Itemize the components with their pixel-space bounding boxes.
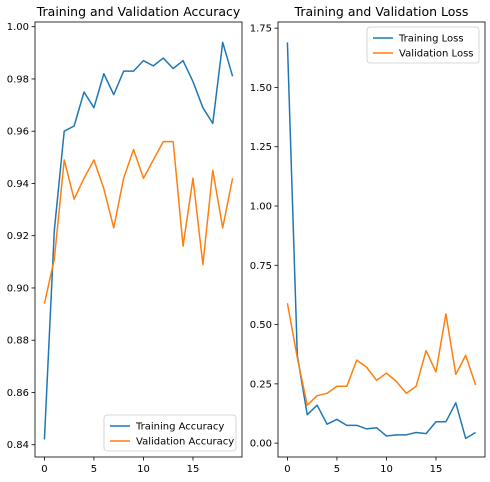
x-tick-label: 0 bbox=[41, 464, 47, 475]
series-line-training-accuracy bbox=[43, 41, 234, 440]
y-tick-label: 0.86 bbox=[7, 388, 29, 399]
y-tick-label: 0.96 bbox=[7, 127, 29, 138]
x-tick-label: 15 bbox=[187, 464, 200, 475]
legend-label: Training Accuracy bbox=[135, 422, 224, 433]
x-tick-label: 5 bbox=[91, 464, 97, 475]
y-tick-label: 0.94 bbox=[7, 179, 29, 190]
legend-box bbox=[366, 26, 480, 64]
y-tick-label: 1.00 bbox=[250, 202, 272, 213]
chart-panel-1: Training and Validation Accuracy 0 5 10 15 0.… bbox=[7, 4, 243, 475]
y-tick-label: 0.00 bbox=[250, 439, 272, 450]
y-tick-label: 0.90 bbox=[7, 283, 29, 294]
x-tick-label: 10 bbox=[380, 464, 393, 475]
series-line-validation-accuracy bbox=[43, 140, 234, 304]
x-tick-label: 5 bbox=[334, 464, 340, 475]
legend-box bbox=[103, 414, 237, 452]
legend: Training Loss Validation Loss bbox=[366, 26, 480, 64]
legend-label: Training Loss bbox=[398, 34, 464, 45]
x-tick-label: 10 bbox=[137, 464, 150, 475]
legend: Training Accuracy Validation Accuracy bbox=[103, 414, 237, 452]
y-tick-label: 0.92 bbox=[7, 231, 29, 242]
x-tick-label: 15 bbox=[430, 464, 443, 475]
y-tick-label: 1.00 bbox=[7, 22, 29, 33]
chart-title: Training and Validation Accuracy bbox=[36, 4, 241, 19]
y-tick-label: 0.75 bbox=[250, 261, 272, 272]
y-tick-label: 0.98 bbox=[7, 74, 29, 85]
y-tick-label: 1.75 bbox=[250, 24, 272, 35]
plot-frame bbox=[34, 21, 243, 458]
y-tick-label: 0.50 bbox=[250, 320, 272, 331]
plot-frame bbox=[277, 21, 486, 458]
legend-label: Validation Accuracy bbox=[136, 437, 234, 448]
x-tick-label: 0 bbox=[284, 464, 290, 475]
y-tick-label: 0.25 bbox=[250, 379, 272, 390]
chart-panel-2: Training and Validation Loss 0 5 10 15 0.00 0.… bbox=[250, 4, 486, 475]
y-tick-label: 1.50 bbox=[250, 83, 272, 94]
y-tick-label: 1.25 bbox=[250, 142, 272, 153]
chart-title: Training and Validation Loss bbox=[294, 4, 469, 19]
series-line-validation-loss bbox=[286, 303, 477, 406]
y-tick-label: 0.84 bbox=[7, 440, 29, 451]
y-tick-label: 0.88 bbox=[7, 336, 29, 347]
legend-label: Validation Loss bbox=[399, 49, 474, 60]
series-line-training-loss bbox=[286, 42, 476, 440]
